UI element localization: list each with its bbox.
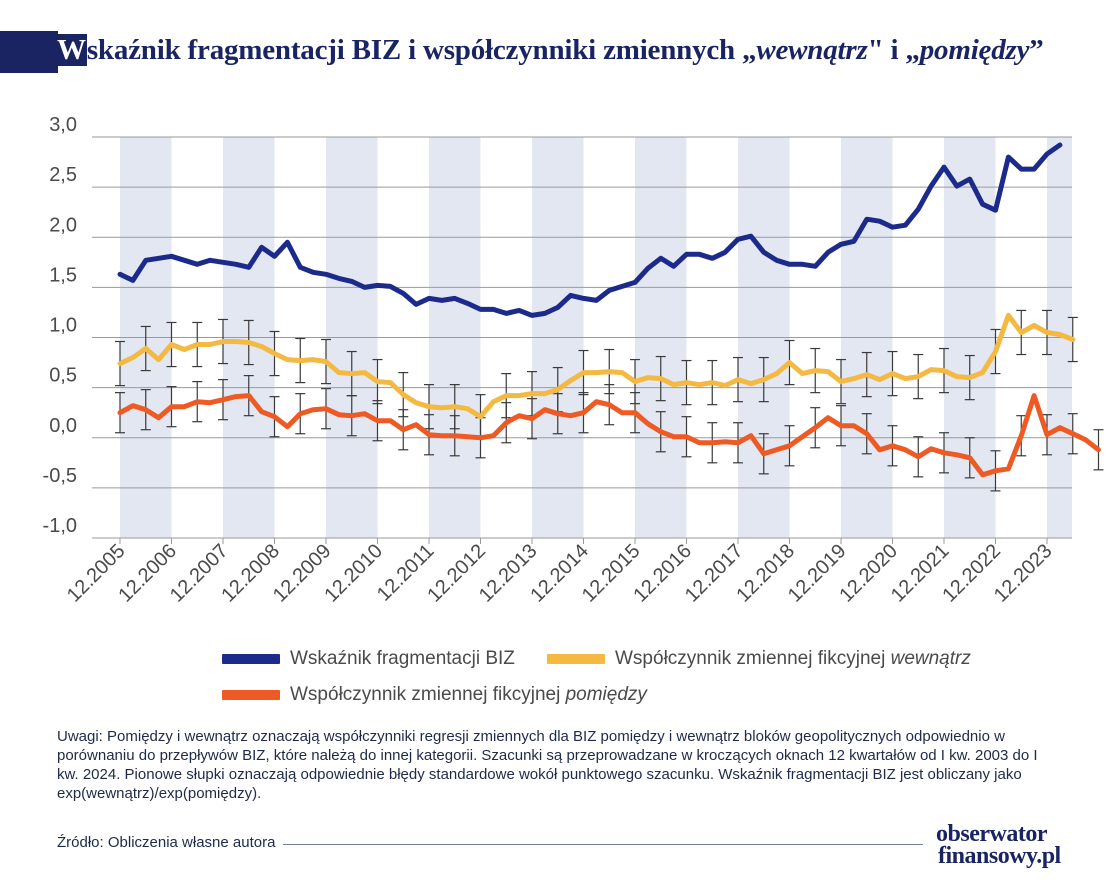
legend-label-within-emphasis: wewnątrz xyxy=(890,648,971,669)
y-tick-label: -1,0 xyxy=(43,515,77,537)
title-accent-bar xyxy=(0,31,58,73)
y-tick-label: 2,0 xyxy=(49,214,77,236)
legend-swatch-biz xyxy=(222,654,280,664)
chart-notes: Uwagi: Pomiędzy i wewnątrz oznaczają wsp… xyxy=(57,728,1038,802)
y-tick-label: 2,5 xyxy=(49,164,77,186)
y-tick-label: 3,0 xyxy=(49,114,77,136)
legend-label-within: Współczynnik zmiennej fikcyjnej wewnątrz xyxy=(615,648,971,670)
year-bands xyxy=(120,137,1072,538)
logo-line-1: obserwator xyxy=(936,821,1047,847)
x-tick-labels: 12.200512.200612.200712.200812.200912.20… xyxy=(63,538,1057,607)
series-line-biz xyxy=(117,142,1063,318)
legend-item-between: Współczynnik zmiennej fikcyjnej pomiędzy xyxy=(222,684,647,706)
title-text-mid: " i „ xyxy=(867,34,920,66)
y-tick-label: -0,5 xyxy=(43,465,77,487)
legend-label-between: Współczynnik zmiennej fikcyjnej pomiędzy xyxy=(290,684,647,706)
y-tick-labels: 3,0 2,5 2,0 1,5 1,0 0,5 0,0 -0,5 -1,0 xyxy=(43,114,77,537)
title-text: skaźnik fragmentacji BIZ i współczynniki… xyxy=(86,34,757,66)
y-tick-label: 1,0 xyxy=(49,315,77,337)
series-line-within xyxy=(117,312,1076,420)
y-tick-label: 0,0 xyxy=(49,415,77,437)
source-note: Źródło: Obliczenia własne autora xyxy=(57,834,276,851)
series-lines xyxy=(117,142,1101,478)
legend-item-within: Współczynnik zmiennej fikcyjnej wewnątrz xyxy=(547,648,971,670)
x-tick-label: 12.2023 xyxy=(990,540,1057,607)
title-first-letter: W xyxy=(56,34,87,66)
y-tick-label: 0,5 xyxy=(49,365,77,387)
source-divider xyxy=(283,844,923,845)
x-tick-label: 12.2010 xyxy=(320,540,387,607)
legend-label-between-emphasis: pomiędzy xyxy=(565,684,647,705)
error-bars xyxy=(115,309,1104,492)
legend-label-within-text: Współczynnik zmiennej fikcyjnej xyxy=(615,648,891,669)
line-chart: 3,0 2,5 2,0 1,5 1,0 0,5 0,0 -0,5 -1,0 12.200512.… xyxy=(43,114,1104,607)
legend-swatch-within xyxy=(547,654,605,664)
title-text-end: ” xyxy=(1029,34,1044,66)
legend-swatch-between xyxy=(222,690,280,700)
chart-title: Wskaźnik fragmentacji BIZ i współczynnik… xyxy=(56,34,1044,67)
title-emphasis-between: pomiędzy xyxy=(919,34,1030,66)
legend-label-biz: Wskaźnik fragmentacji BIZ xyxy=(290,648,515,669)
y-tick-label: 1,5 xyxy=(49,264,77,286)
gridlines xyxy=(92,136,1072,539)
series-line-between xyxy=(117,393,1101,478)
title-emphasis-within: wewnątrz xyxy=(756,34,868,66)
publisher-logo: obserwator finansowy.pl xyxy=(936,821,1061,869)
logo-line-2: finansowy.pl xyxy=(938,843,1061,869)
legend-item-biz: Wskaźnik fragmentacji BIZ xyxy=(222,648,515,670)
legend-label-between-text: Współczynnik zmiennej fikcyjnej xyxy=(290,684,566,705)
